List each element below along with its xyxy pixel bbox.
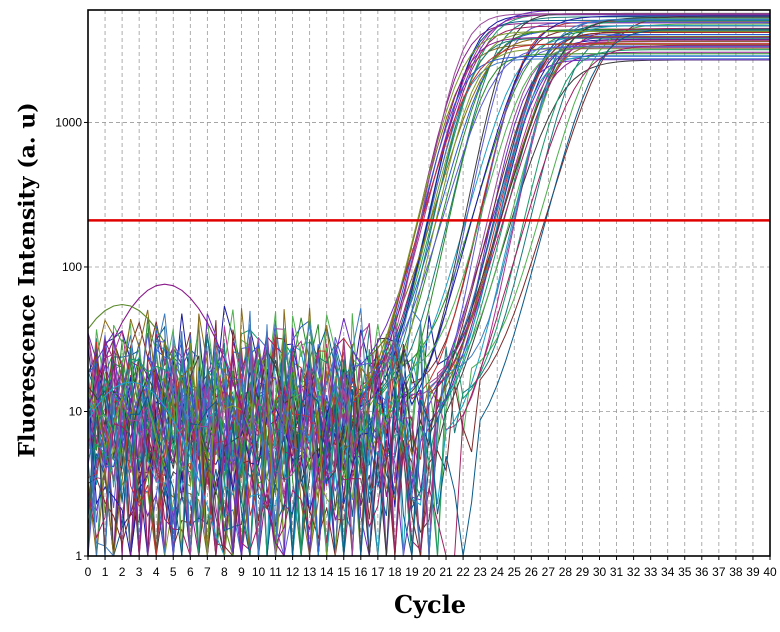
x-tick-label: 6 <box>187 565 194 579</box>
y-tick-label: 10 <box>69 404 83 418</box>
amplification-curve-53 <box>88 43 770 556</box>
amplification-curve-59 <box>88 28 770 556</box>
x-tick-label: 32 <box>627 565 641 579</box>
x-tick-label: 20 <box>422 565 436 579</box>
x-tick-label: 0 <box>85 565 92 579</box>
amplification-curve-30 <box>88 36 770 556</box>
x-tick-label: 14 <box>320 565 334 579</box>
x-tick-label: 38 <box>729 565 743 579</box>
x-tick-label: 10 <box>252 565 266 579</box>
x-tick-label: 37 <box>712 565 726 579</box>
early-hump-curve-3 <box>88 381 293 556</box>
x-tick-label: 23 <box>473 565 487 579</box>
x-tick-label: 31 <box>610 565 624 579</box>
amplification-curve-44 <box>88 37 770 556</box>
x-tick-label: 12 <box>286 565 300 579</box>
x-tick-label: 34 <box>661 565 675 579</box>
y-axis-title-text: Fluorescence Intensity (a. u) <box>15 102 42 458</box>
x-tick-label: 40 <box>763 565 777 579</box>
x-tick-label: 1 <box>102 565 109 579</box>
x-tick-label: 29 <box>576 565 590 579</box>
y-axis-title: Fluorescence Intensity (a. u) <box>6 80 50 480</box>
x-tick-label: 30 <box>593 565 607 579</box>
x-tick-label: 3 <box>136 565 143 579</box>
x-tick-label: 33 <box>644 565 658 579</box>
amplification-curve-58 <box>88 30 770 556</box>
x-tick-label: 17 <box>371 565 385 579</box>
x-tick-label: 39 <box>746 565 760 579</box>
x-tick-label: 27 <box>542 565 556 579</box>
x-tick-label: 13 <box>303 565 317 579</box>
x-tick-label: 25 <box>508 565 522 579</box>
amplification-curve-56 <box>88 44 770 556</box>
x-tick-label: 7 <box>204 565 211 579</box>
x-tick-label: 19 <box>405 565 419 579</box>
x-tick-label: 8 <box>221 565 228 579</box>
amplification-curve-22 <box>88 51 770 556</box>
x-tick-label: 36 <box>695 565 709 579</box>
x-tick-label: 2 <box>119 565 126 579</box>
early-hump-curve-1 <box>88 283 293 556</box>
amplification-curve-57 <box>88 18 770 556</box>
x-tick-label: 24 <box>491 565 505 579</box>
x-tick-label: 5 <box>170 565 177 579</box>
x-tick-label: 26 <box>525 565 539 579</box>
amplification-curve-54 <box>88 49 770 556</box>
y-tick-label: 1 <box>75 549 82 563</box>
x-tick-label: 15 <box>337 565 351 579</box>
y-tick-label: 100 <box>62 260 82 274</box>
x-tick-label: 21 <box>439 565 453 579</box>
x-tick-label: 22 <box>456 565 470 579</box>
x-tick-label: 9 <box>238 565 245 579</box>
x-tick-label: 28 <box>559 565 573 579</box>
x-tick-label: 11 <box>269 565 282 579</box>
y-tick-label: 1000 <box>55 115 82 129</box>
x-axis-title: Cycle <box>393 590 467 619</box>
amplification-curve-60 <box>88 13 770 556</box>
x-tick-label: 35 <box>678 565 692 579</box>
x-tick-label: 16 <box>354 565 368 579</box>
amplification-curve-46 <box>88 55 770 556</box>
amplification-curve-1 <box>88 38 770 556</box>
early-hump-curve-2 <box>88 303 293 556</box>
x-tick-label: 4 <box>153 565 160 579</box>
x-tick-label: 18 <box>388 565 402 579</box>
